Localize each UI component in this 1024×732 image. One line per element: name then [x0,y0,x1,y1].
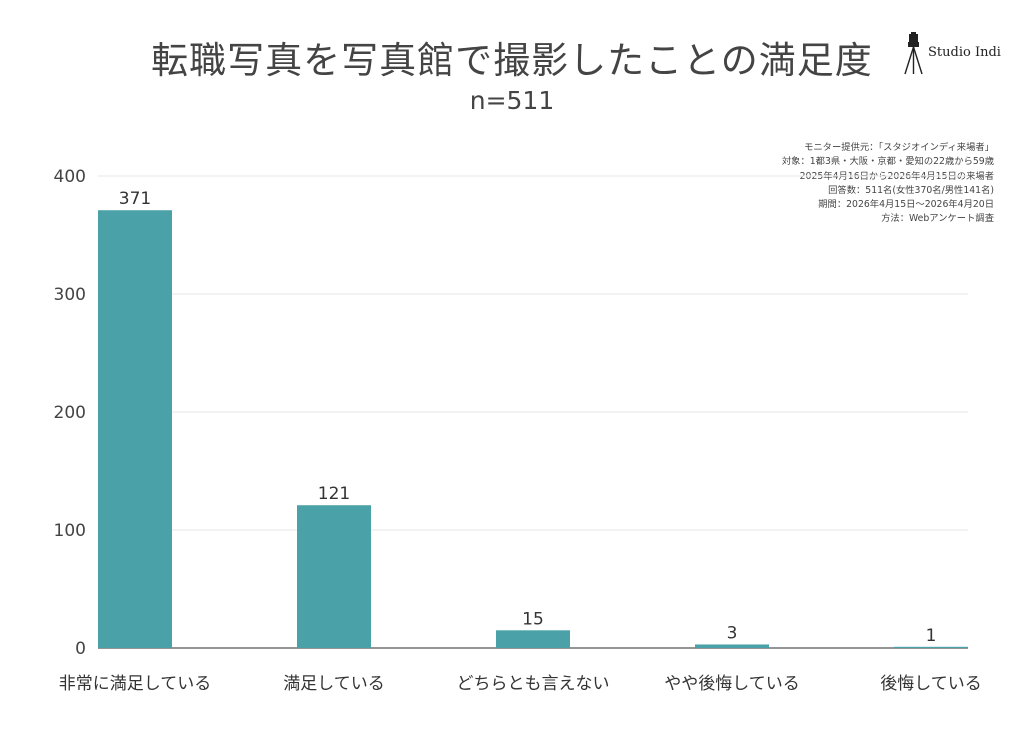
y-tick-label: 300 [54,285,86,305]
data-label: 3 [727,623,738,643]
data-label: 121 [318,484,350,504]
x-tick-label: 満足している [283,674,385,694]
note-line: モニター提供元：「スタジオインディ来場者」 [804,142,994,153]
note-line: 対象：1都3県・大阪・京都・愛知の22歳から59歳 [781,156,994,168]
bar [496,630,570,648]
bar [98,210,172,648]
chart-subtitle: n=511 [469,86,555,115]
studio-logo: Studio Indi [902,30,1017,76]
bar [297,505,371,648]
note-line: 期間：2026年4月15日〜2026年4月20日 [818,199,994,211]
x-tick-label: 非常に満足している [59,674,212,694]
y-tick-label: 100 [54,521,86,541]
camera-tripod-icon [904,32,923,75]
logo-text: Studio Indi [928,45,1001,60]
x-tick-label: 後悔している [880,674,982,694]
data-label: 15 [522,609,544,629]
chart-title: 転職写真を写真館で撮影したことの満足度 [151,39,873,82]
data-label: 1 [926,626,937,646]
note-line: 回答数：511名(女性370名/男性141名) [828,184,994,196]
y-tick-label: 0 [75,639,86,659]
x-tick-label: やや後悔している [664,674,800,694]
y-tick-label: 200 [54,403,86,423]
y-tick-label: 400 [54,167,86,187]
data-label: 371 [119,189,151,209]
bar [894,646,968,648]
bar [695,644,769,648]
note-line: 方法：Webアンケート調査 [881,213,994,225]
x-tick-label: どちらとも言えない [457,674,610,694]
